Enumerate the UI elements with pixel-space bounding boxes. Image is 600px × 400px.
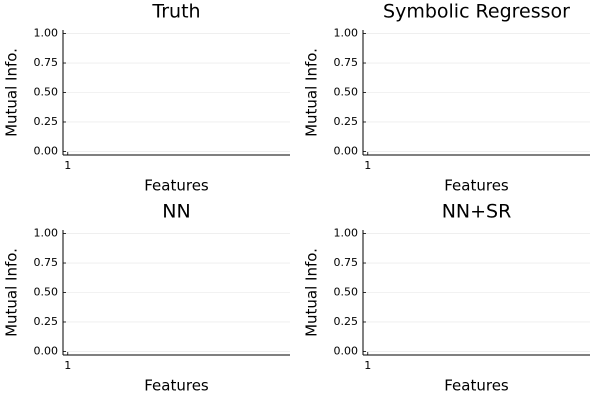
subplot-title: NN+SR <box>442 201 512 223</box>
y-tick-label: 1.00 <box>34 27 59 40</box>
y-axis-label: Mutual Info. <box>3 248 21 337</box>
y-tick-label: 0.25 <box>34 315 59 328</box>
y-axis-label: Mutual Info. <box>303 248 321 337</box>
y-tick-label: 0.50 <box>334 86 359 99</box>
y-tick-label: 0.00 <box>34 344 59 357</box>
y-tick-label: 0.50 <box>34 286 59 299</box>
y-tick-label: 0.50 <box>34 86 59 99</box>
subplot-title: NN <box>162 201 190 223</box>
y-tick-label: 0.75 <box>34 56 59 69</box>
y-tick-label: 0.00 <box>334 344 359 357</box>
y-axis-label: Mutual Info. <box>3 48 21 137</box>
y-axis-label: Mutual Info. <box>303 48 321 137</box>
x-axis-label: Features <box>144 377 209 395</box>
x-axis-label: Features <box>444 177 509 195</box>
x-tick-label: 1 <box>364 359 371 372</box>
y-tick-label: 0.75 <box>334 256 359 269</box>
x-tick-label: 1 <box>364 159 371 172</box>
y-tick-label: 0.75 <box>334 56 359 69</box>
y-tick-label: 1.00 <box>34 227 59 240</box>
subplot-title: Truth <box>151 1 200 23</box>
y-tick-label: 1.00 <box>334 27 359 40</box>
y-tick-label: 0.00 <box>34 144 59 157</box>
x-axis-label: Features <box>444 377 509 395</box>
y-tick-label: 1.00 <box>334 227 359 240</box>
x-axis-label: Features <box>144 177 209 195</box>
y-tick-label: 0.00 <box>334 144 359 157</box>
y-tick-label: 0.50 <box>334 286 359 299</box>
y-tick-label: 0.25 <box>334 115 359 128</box>
y-tick-label: 0.75 <box>34 256 59 269</box>
x-tick-label: 1 <box>64 359 71 372</box>
x-tick-label: 1 <box>64 159 71 172</box>
y-tick-label: 0.25 <box>34 115 59 128</box>
subplot-title: Symbolic Regressor <box>383 1 570 23</box>
y-tick-label: 0.25 <box>334 315 359 328</box>
